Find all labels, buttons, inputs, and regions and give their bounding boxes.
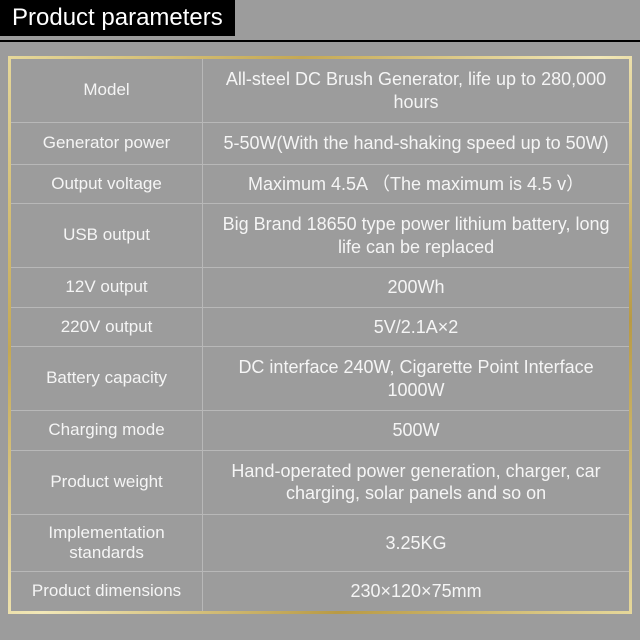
spec-value: 500W — [203, 411, 629, 451]
table-row: ModelAll-steel DC Brush Generator, life … — [11, 59, 629, 123]
spec-value: 5V/2.1A×2 — [203, 307, 629, 347]
spec-label: Generator power — [11, 123, 203, 165]
table-row: 12V output200Wh — [11, 268, 629, 308]
spec-value: Hand-operated power generation, charger,… — [203, 450, 629, 514]
table-row: Implementation standards3.25KG — [11, 514, 629, 572]
spec-label: 220V output — [11, 307, 203, 347]
spec-label: Implementation standards — [11, 514, 203, 572]
table-row: Generator power5-50W(With the hand-shaki… — [11, 123, 629, 165]
spec-table: ModelAll-steel DC Brush Generator, life … — [11, 59, 629, 611]
table-row: Charging mode500W — [11, 411, 629, 451]
spec-table-frame: ModelAll-steel DC Brush Generator, life … — [8, 56, 632, 614]
spec-label: Charging mode — [11, 411, 203, 451]
spec-label: 12V output — [11, 268, 203, 308]
table-row: Battery capacityDC interface 240W, Cigar… — [11, 347, 629, 411]
spec-value: DC interface 240W, Cigarette Point Inter… — [203, 347, 629, 411]
spec-table-container: ModelAll-steel DC Brush Generator, life … — [11, 59, 629, 611]
spec-label: USB output — [11, 204, 203, 268]
spec-label: Product weight — [11, 450, 203, 514]
header-divider — [0, 40, 640, 42]
spec-value: Big Brand 18650 type power lithium batte… — [203, 204, 629, 268]
spec-value: 5-50W(With the hand-shaking speed up to … — [203, 123, 629, 165]
page-title: Product parameters — [0, 0, 235, 36]
spec-label: Model — [11, 59, 203, 123]
spec-value: 3.25KG — [203, 514, 629, 572]
spec-value: Maximum 4.5A （The maximum is 4.5 v） — [203, 164, 629, 204]
spec-label: Product dimensions — [11, 572, 203, 611]
table-row: Product weightHand-operated power genera… — [11, 450, 629, 514]
spec-value: 230×120×75mm — [203, 572, 629, 611]
spec-value: All-steel DC Brush Generator, life up to… — [203, 59, 629, 123]
table-row: Product dimensions230×120×75mm — [11, 572, 629, 611]
table-row: 220V output5V/2.1A×2 — [11, 307, 629, 347]
table-row: USB outputBig Brand 18650 type power lit… — [11, 204, 629, 268]
spec-label: Output voltage — [11, 164, 203, 204]
spec-value: 200Wh — [203, 268, 629, 308]
table-row: Output voltageMaximum 4.5A （The maximum … — [11, 164, 629, 204]
spec-label: Battery capacity — [11, 347, 203, 411]
